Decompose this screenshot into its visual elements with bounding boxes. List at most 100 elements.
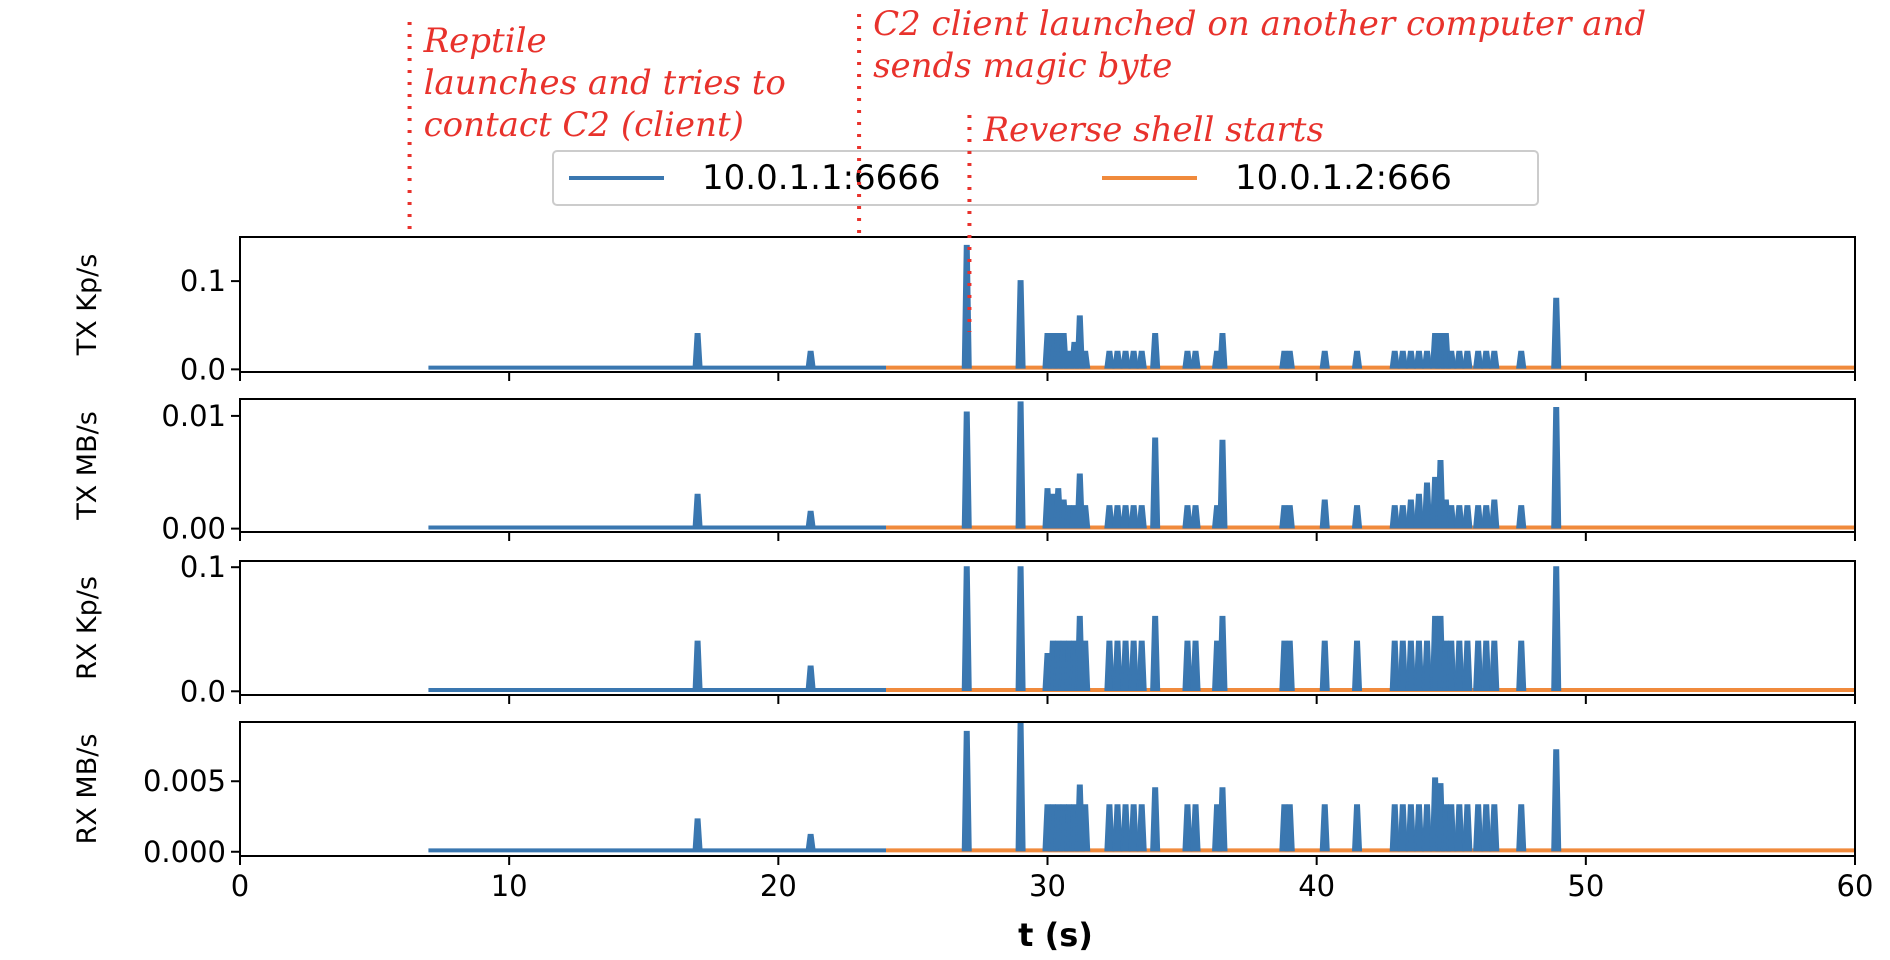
data-spike xyxy=(1421,640,1433,692)
series-10-0-1-2-666 xyxy=(886,244,1855,370)
data-spike xyxy=(1136,350,1147,369)
data-spike xyxy=(1413,804,1424,852)
x-tick-label: 50 xyxy=(1567,869,1604,903)
legend: 10.0.1.1:6666 10.0.1.2:666 xyxy=(552,150,1539,206)
y-tick-label: 0.1 xyxy=(180,264,226,298)
data-spike xyxy=(1462,505,1473,529)
data-spike xyxy=(1397,350,1408,369)
data-spike xyxy=(1405,499,1416,529)
data-spike xyxy=(1351,804,1363,852)
annotation-text: launches and tries to xyxy=(424,63,786,103)
data-spike xyxy=(1489,350,1500,369)
data-spike xyxy=(1405,350,1417,369)
panel-2: 0.00 0.01 TX MB/s xyxy=(72,398,1856,546)
data-spike xyxy=(1413,350,1425,369)
data-spike xyxy=(805,833,816,852)
data-spike xyxy=(1473,640,1484,692)
data-spike xyxy=(1104,804,1115,852)
series-10-0-1-1-6666 xyxy=(428,818,886,853)
data-spike xyxy=(1112,505,1123,529)
data-spike xyxy=(1080,350,1091,369)
data-spike xyxy=(1112,640,1123,692)
data-spike xyxy=(1516,804,1527,852)
series-10-0-1-1-6666 xyxy=(428,333,886,370)
data-spike xyxy=(1551,407,1562,529)
data-spike xyxy=(1516,350,1527,369)
data-spike xyxy=(1015,566,1026,692)
data-spike xyxy=(1421,350,1433,369)
data-spike xyxy=(1128,640,1139,692)
annotation-text: contact C2 (client) xyxy=(424,105,744,145)
data-spike xyxy=(1319,499,1330,529)
data-spike xyxy=(1454,505,1465,529)
data-spike xyxy=(805,350,816,369)
data-spike xyxy=(1454,640,1465,692)
data-spike xyxy=(1190,640,1201,692)
data-spike xyxy=(1104,350,1115,369)
data-spike xyxy=(1319,640,1330,692)
data-spike xyxy=(1421,482,1433,529)
data-spike xyxy=(1150,787,1161,852)
x-tick-label: 0 xyxy=(231,869,249,903)
data-spike xyxy=(1190,350,1201,369)
annotation-text: sends magic byte xyxy=(873,46,1172,86)
y-tick-label: 0.0 xyxy=(180,352,226,386)
y-axis-title: RX MB/s xyxy=(72,734,103,845)
y-axis-title: TX Kp/s xyxy=(72,254,103,357)
y-tick-label: 0.00 xyxy=(161,512,226,546)
data-spike xyxy=(1446,350,1457,369)
data-spike xyxy=(1217,439,1228,529)
y-axis-title: RX Kp/s xyxy=(72,576,103,680)
data-spike xyxy=(1551,297,1562,369)
data-spike xyxy=(1136,505,1147,529)
y-tick-label: 0.01 xyxy=(161,399,226,433)
data-spike xyxy=(1551,566,1562,692)
data-spike xyxy=(1481,505,1492,529)
x-tick-label: 30 xyxy=(1029,869,1066,903)
data-spike xyxy=(692,640,703,692)
data-spike xyxy=(1319,804,1330,852)
y-tick-label: 0.1 xyxy=(180,550,226,584)
data-spike xyxy=(1446,505,1457,529)
data-spike xyxy=(1112,350,1123,369)
data-spike xyxy=(1080,640,1091,692)
data-spike xyxy=(1120,640,1131,692)
data-spike xyxy=(1104,640,1115,692)
data-spike xyxy=(1120,350,1131,369)
data-spike xyxy=(1150,333,1161,369)
annotation-text: C2 client launched on another computer a… xyxy=(873,4,1646,44)
panel-3: 0.0 0.1 RX Kp/s xyxy=(72,550,1856,708)
y-tick-label: 0.005 xyxy=(143,764,226,798)
data-spike xyxy=(1481,350,1492,369)
data-spike xyxy=(1150,615,1161,692)
data-spike xyxy=(1284,804,1295,852)
data-spike xyxy=(1182,350,1193,369)
data-spike xyxy=(961,411,972,529)
data-spike xyxy=(1454,804,1465,852)
data-spike xyxy=(1462,640,1473,692)
data-spike xyxy=(961,730,972,852)
data-spike xyxy=(1150,437,1161,529)
data-spike xyxy=(1351,350,1363,369)
data-spike xyxy=(1128,350,1139,369)
data-spike xyxy=(1389,640,1400,692)
data-spike xyxy=(1389,804,1400,852)
data-spike xyxy=(1489,499,1500,529)
x-axis-title: t (s) xyxy=(1018,916,1093,954)
data-spike xyxy=(1284,350,1295,369)
data-spike xyxy=(1284,505,1295,529)
series-10-0-1-1-6666 xyxy=(428,493,886,530)
data-spike xyxy=(1182,640,1193,692)
series-10-0-1-2-666 xyxy=(886,566,1855,693)
data-spike xyxy=(1190,804,1201,852)
data-spike xyxy=(1190,505,1201,529)
legend-box xyxy=(552,150,1539,206)
data-spike xyxy=(1473,505,1484,529)
series-10-0-1-2-666 xyxy=(886,722,1855,853)
data-spike xyxy=(1516,505,1527,529)
data-spike xyxy=(1473,350,1484,369)
annotation-text: Reverse shell starts xyxy=(982,110,1323,150)
data-spike xyxy=(1551,749,1562,852)
data-spike xyxy=(1136,640,1147,692)
